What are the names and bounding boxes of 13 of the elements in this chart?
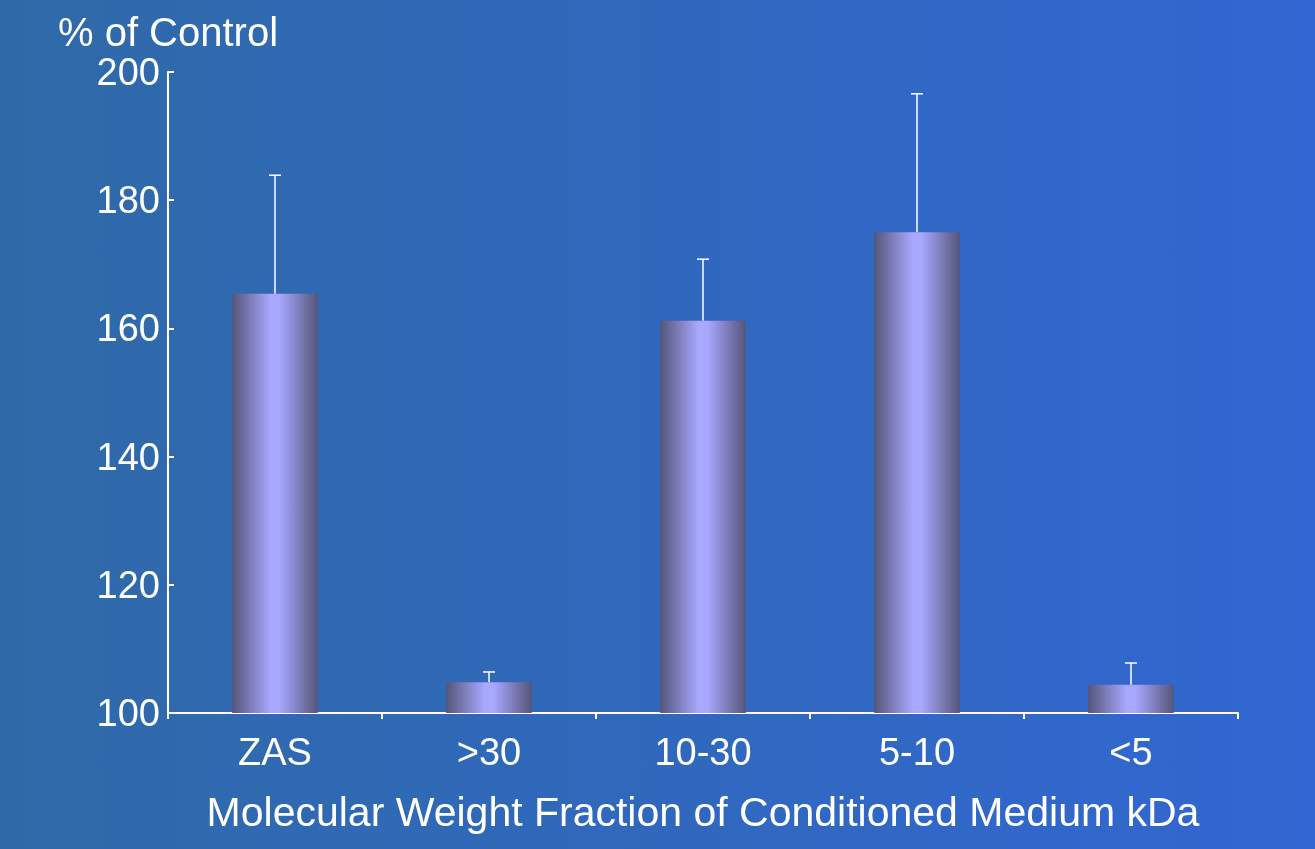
- x-axis-title: Molecular Weight Fraction of Conditioned Medium kDa: [206, 788, 1200, 835]
- x-tick-label: ZAS: [238, 731, 312, 773]
- x-tick-label: >30: [456, 731, 522, 773]
- x-tick-label: <5: [1109, 731, 1153, 773]
- y-tick-label: 100: [96, 692, 160, 734]
- y-tick-label: 200: [96, 51, 160, 93]
- y-axis-title: % of Control: [57, 10, 279, 54]
- y-tick-label: 180: [96, 179, 160, 222]
- y-tick-label: 160: [96, 307, 160, 350]
- x-tick-label: 10-30: [654, 731, 752, 773]
- y-tick-label: 120: [96, 563, 160, 606]
- y-tick-label: 140: [96, 435, 160, 478]
- x-tick-label: 5-10: [878, 731, 956, 773]
